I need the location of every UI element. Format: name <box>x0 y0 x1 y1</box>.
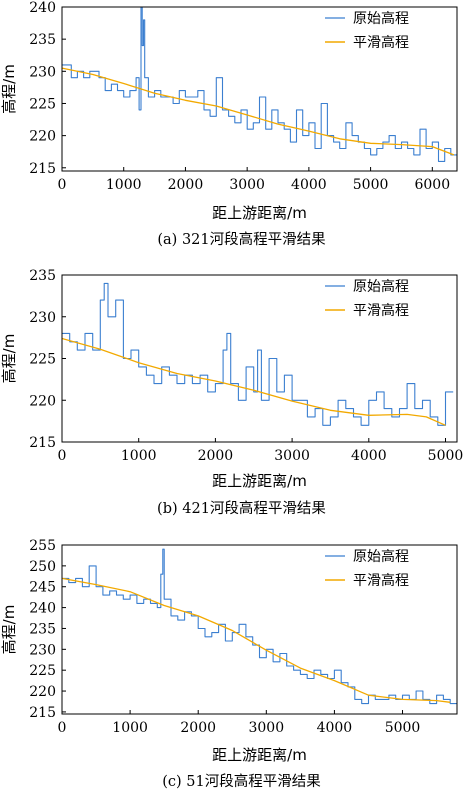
y-tick-label: 255 <box>29 538 56 554</box>
legend-raw-label: 原始高程 <box>353 278 409 295</box>
series-line-smooth <box>62 337 446 426</box>
y-axis-title: 高程/m <box>0 334 18 384</box>
x-tick-label: 0 <box>58 720 67 736</box>
y-tick-label: 220 <box>29 393 56 409</box>
y-tick-label: 235 <box>29 621 56 637</box>
series-line-smooth <box>62 67 455 156</box>
chart-caption: (c) 51河段高程平滑结果 <box>162 773 321 790</box>
legend-smooth-label: 平滑高程 <box>353 572 409 589</box>
x-tick-label: 0 <box>58 448 67 464</box>
chart-caption: (b) 421河段高程平滑结果 <box>157 500 326 517</box>
legend-raw-label: 原始高程 <box>353 10 409 27</box>
y-tick-label: 240 <box>29 601 56 617</box>
y-tick-label: 220 <box>29 684 56 700</box>
x-tick-label: 4000 <box>351 448 387 464</box>
y-tick-label: 250 <box>29 559 56 575</box>
y-tick-label: 215 <box>29 435 56 451</box>
x-axis-title: 距上游距离/m <box>212 204 307 222</box>
legend-smooth-label: 平滑高程 <box>353 302 409 319</box>
x-tick-label: 1000 <box>106 177 142 193</box>
x-tick-label: 3000 <box>229 177 265 193</box>
chart-2: 0 1000 2000 3000 4000 5000 215 220 225 230 235 距上游距… <box>0 268 463 517</box>
y-axis-title: 高程/m <box>0 605 18 655</box>
x-axis-title: 距上游距离/m <box>212 746 307 764</box>
x-tick-label: 3000 <box>248 720 284 736</box>
x-tick-label: 2000 <box>198 448 234 464</box>
y-tick-label: 215 <box>29 705 56 721</box>
y-tick-label: 215 <box>29 161 56 177</box>
y-axis-title: 高程/m <box>0 64 18 114</box>
y-tick-label: 225 <box>29 352 56 368</box>
x-tick-label: 5000 <box>385 720 421 736</box>
legend-raw-label: 原始高程 <box>353 548 409 565</box>
y-tick-label: 240 <box>29 0 56 16</box>
x-tick-label: 1000 <box>112 720 148 736</box>
x-tick-label: 4000 <box>317 720 353 736</box>
x-tick-label: 2000 <box>180 720 216 736</box>
x-tick-label: 3000 <box>274 448 310 464</box>
x-tick-label: 0 <box>58 177 67 193</box>
y-tick-label: 235 <box>29 32 56 48</box>
y-tick-label: 225 <box>29 663 56 679</box>
x-tick-label: 6000 <box>414 177 450 193</box>
x-tick-label: 2000 <box>168 177 204 193</box>
y-tick-label: 235 <box>29 268 56 284</box>
series-line-raw <box>62 282 454 426</box>
plot-frame <box>61 544 458 715</box>
series-line-raw <box>62 7 457 162</box>
y-tick-label: 230 <box>29 310 56 326</box>
chart-3: 0 1000 2000 3000 4000 5000 215 220 225 230 235 240 2… <box>0 538 458 790</box>
y-tick-label: 245 <box>29 580 56 596</box>
series-line-smooth <box>62 577 451 703</box>
x-tick-label: 5000 <box>353 177 389 193</box>
plot-frame <box>61 6 458 172</box>
chart-caption: (a) 321河段高程平滑结果 <box>157 231 325 248</box>
x-tick-label: 4000 <box>291 177 327 193</box>
legend-smooth-label: 平滑高程 <box>353 34 409 51</box>
x-tick-label: 1000 <box>121 448 157 464</box>
x-tick-label: 5000 <box>428 448 464 464</box>
y-tick-label: 230 <box>29 64 56 80</box>
y-tick-label: 230 <box>29 642 56 658</box>
chart-1: 0 1000 2000 3000 4000 5000 6000 215 220 225 230 235… <box>0 0 458 248</box>
x-axis-title: 距上游距离/m <box>212 472 307 490</box>
y-tick-label: 220 <box>29 129 56 145</box>
y-tick-label: 225 <box>29 96 56 112</box>
